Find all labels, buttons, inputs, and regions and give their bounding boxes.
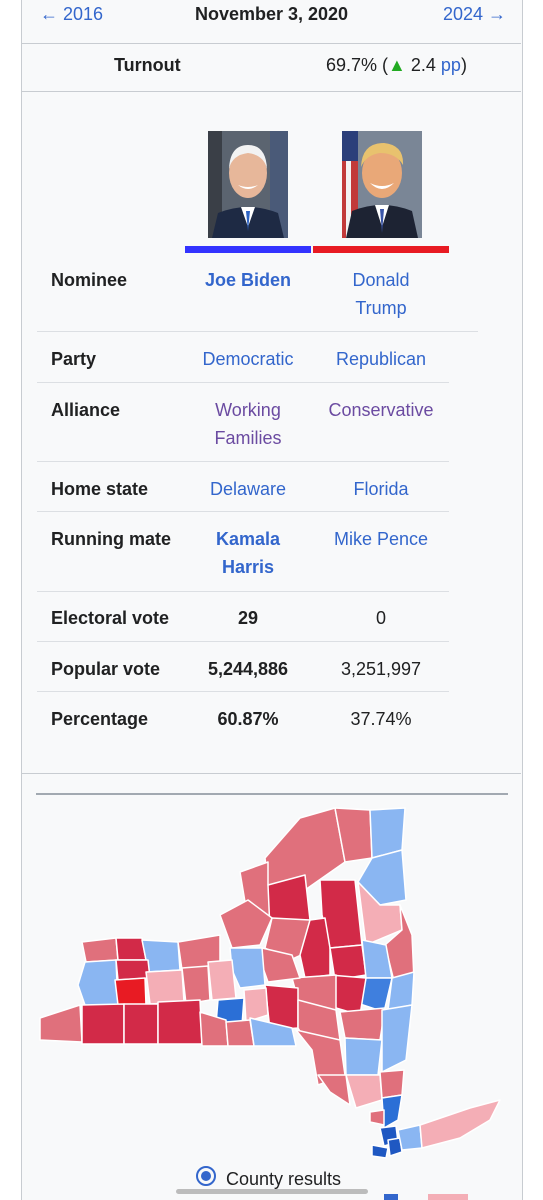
map-county [379, 1069, 405, 1099]
map-county [369, 1109, 385, 1126]
map-county [157, 999, 203, 1045]
mike-pence-link[interactable]: Mike Pence [333, 529, 429, 549]
trump-popular-vote: 3,251,997 [340, 659, 422, 679]
divider [21, 43, 521, 44]
row-divider [37, 331, 478, 332]
map-county [181, 965, 211, 1005]
biden-percentage: 60.87% [217, 709, 279, 729]
popular-vote-label: Popular vote [51, 659, 161, 679]
row-divider [37, 461, 449, 462]
trump-nominee-link[interactable]: Donald Trump [352, 270, 410, 318]
map-top-border [36, 793, 508, 795]
biden-popular-vote: 5,244,886 [207, 659, 289, 679]
next-election-link[interactable]: 2024 → [442, 4, 506, 24]
conservative-party-link[interactable]: Conservative [328, 400, 434, 420]
running-mate-label: Running mate [51, 529, 171, 549]
home-indicator[interactable] [176, 1189, 368, 1194]
row-divider [37, 382, 449, 383]
percentage-label: Percentage [51, 709, 149, 729]
republican-color-bar [313, 246, 449, 253]
trump-electoral-vote: 0 [375, 608, 386, 628]
map-county [371, 1144, 389, 1159]
democratic-party-link[interactable]: Democratic [202, 349, 294, 369]
turnout-percent: 69.7% ( [326, 55, 389, 75]
map-county [387, 971, 415, 1011]
turnout-suffix: ) [460, 55, 467, 75]
working-families-link[interactable]: Working Families [214, 400, 282, 448]
home-state-label: Home state [51, 479, 149, 499]
map-county [81, 1003, 125, 1045]
biden-nominee-link[interactable]: Joe Biden [204, 270, 292, 290]
new-york-county-results-map[interactable] [36, 800, 508, 1165]
map-county [387, 1137, 403, 1157]
kamala-harris-link[interactable]: Kamala Harris [215, 529, 281, 577]
map-county [145, 969, 185, 1005]
county-results-label[interactable]: County results [226, 1169, 342, 1189]
increase-arrow-icon: ▲ [388, 55, 406, 75]
map-county [225, 1019, 255, 1047]
map-county [419, 1099, 501, 1149]
florida-link[interactable]: Florida [353, 479, 409, 499]
map-county [381, 1094, 403, 1129]
map-county [397, 1124, 423, 1151]
map-county [243, 987, 269, 1023]
map-county [317, 1074, 351, 1106]
row-divider [37, 511, 449, 512]
row-divider [37, 691, 449, 692]
republican-party-link[interactable]: Republican [335, 349, 427, 369]
delaware-link[interactable]: Delaware [209, 479, 287, 499]
turnout-change: 2.4 [405, 55, 441, 75]
electoral-vote-label: Electoral vote [51, 608, 170, 628]
biden-electoral-vote: 29 [237, 608, 259, 628]
previous-election-link[interactable]: ← 2016 [40, 4, 104, 24]
percentage-points-link[interactable]: pp [440, 55, 461, 75]
election-date: November 3, 2020 [194, 4, 349, 24]
legend-swatch-republican [428, 1194, 468, 1200]
nominee-label: Nominee [51, 270, 128, 290]
map-county [249, 1017, 297, 1047]
map-county [207, 959, 237, 1001]
trump-percentage: 37.74% [350, 709, 412, 729]
legend-swatch-democratic [384, 1194, 398, 1200]
map-county [345, 1074, 383, 1109]
map-county [123, 1003, 159, 1045]
county-results-radio[interactable] [196, 1166, 216, 1186]
row-divider [37, 591, 449, 592]
map-county [381, 1004, 413, 1073]
map-county [81, 937, 119, 963]
map-county [114, 977, 147, 1006]
divider [21, 773, 521, 774]
map-county [115, 959, 151, 981]
democratic-color-bar [185, 246, 311, 253]
donald-trump-portrait[interactable] [342, 131, 422, 238]
map-county [344, 1037, 383, 1076]
election-nav: ← 2016 November 3, 2020 2024 → [0, 0, 543, 30]
party-label: Party [51, 349, 97, 369]
map-county [39, 1004, 83, 1043]
joe-biden-portrait[interactable] [208, 131, 288, 238]
map-county [357, 849, 407, 906]
map-county [219, 899, 273, 949]
map-county [339, 1007, 386, 1041]
alliance-label: Alliance [51, 400, 121, 420]
map-county [77, 959, 119, 1009]
divider [21, 91, 521, 92]
map-county [229, 947, 266, 989]
turnout-label: Turnout [114, 55, 181, 75]
row-divider [37, 641, 449, 642]
turnout-value: 69.7% (▲ 2.4 pp) [326, 55, 467, 76]
